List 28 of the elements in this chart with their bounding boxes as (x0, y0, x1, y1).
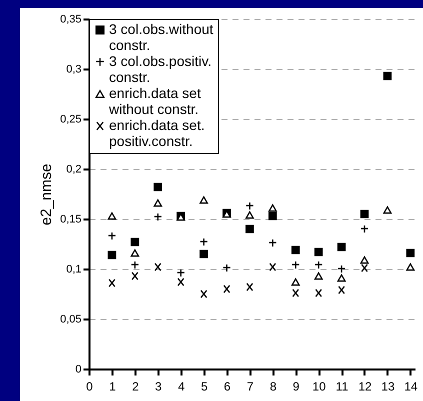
x-tick-label: 14 (404, 380, 418, 394)
x-tick-label: 0 (86, 380, 94, 394)
x-tick-label: 13 (381, 380, 395, 394)
y-tick-label: 0,15 (60, 214, 82, 226)
y-axis-title: e2_nmse (38, 164, 56, 226)
x-tick-label: 9 (292, 380, 300, 394)
x-tick-label: 4 (178, 380, 185, 394)
x-tick-label: 1 (109, 380, 116, 394)
y-tick-label: 0,3 (66, 64, 82, 76)
y-tick-label: 0,25 (60, 114, 82, 126)
legend-label: enrich.data set. positiv.constr. (109, 117, 205, 149)
y-tick-label: 0,1 (66, 264, 82, 276)
y-tick-label: 0,2 (66, 164, 82, 176)
legend-label: 3 col.obs.without constr. (109, 21, 214, 53)
y-tick-label: 0,05 (60, 314, 82, 326)
x-tick-label: 2 (132, 380, 140, 394)
x-tick-label: 6 (224, 380, 231, 394)
legend-label: 3 col.obs.positiv. constr. (109, 53, 212, 85)
x-tick-label: 5 (200, 380, 208, 394)
x-tick-label: 8 (270, 380, 277, 394)
x-tick-label: 3 (155, 380, 162, 394)
x-tick-label: 12 (358, 380, 372, 394)
legend-label: enrich.data set without constr. (108, 85, 201, 117)
x-tick-label: 7 (246, 380, 254, 394)
x-tick-label: 11 (336, 380, 349, 394)
y-tick-label: 0,35 (60, 14, 82, 26)
y-tick-label: 0 (75, 364, 82, 376)
x-tick-label: 10 (312, 380, 326, 394)
